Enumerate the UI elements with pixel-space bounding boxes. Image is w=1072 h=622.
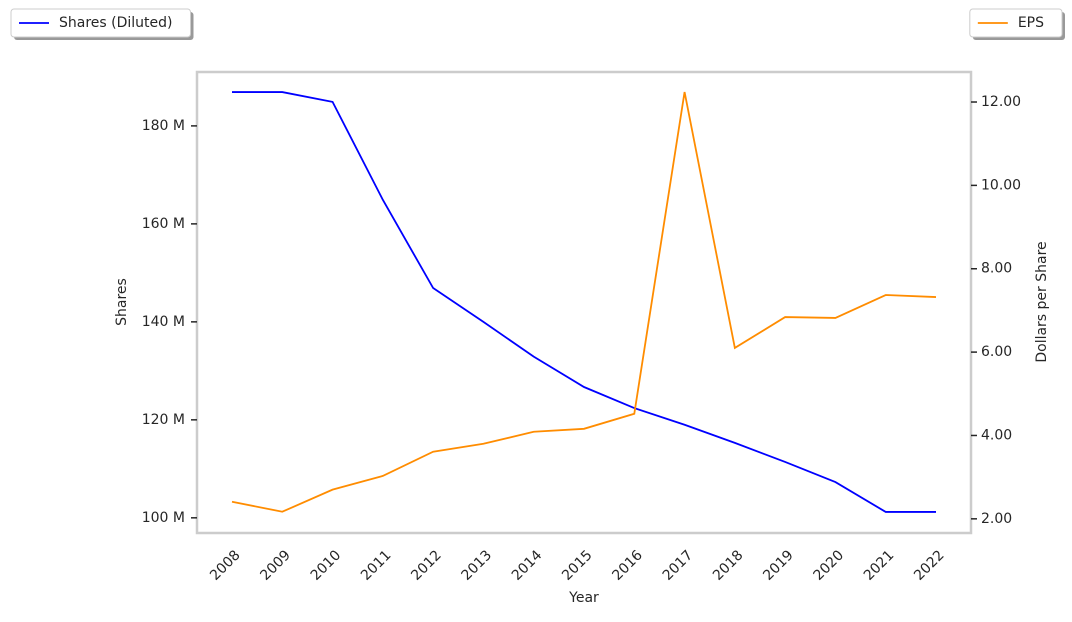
y-tick-label: 180 M <box>142 118 185 134</box>
legend: EPS <box>969 8 1065 40</box>
y-axis-label: Shares <box>114 278 130 326</box>
y2-tick-label: 2.00 <box>981 511 1012 527</box>
x-tick-label: 2019 <box>760 547 797 584</box>
y-tick-label: 120 M <box>142 412 185 428</box>
x-tick-label: 2021 <box>861 547 898 584</box>
y2-axis-label: Dollars per Share <box>1034 241 1050 362</box>
line-series <box>232 91 936 513</box>
x-tick-label: 2009 <box>257 547 294 584</box>
x-tick-label: 2010 <box>308 547 345 584</box>
plot-frame <box>195 70 973 535</box>
x-tick-label: 2011 <box>358 547 395 584</box>
line-series <box>231 91 937 513</box>
x-tick-label: 2015 <box>559 547 596 584</box>
x-tick-label: 2022 <box>911 547 948 584</box>
x-tick-label: 2020 <box>811 547 848 584</box>
y2-tick-label: 4.00 <box>981 427 1012 443</box>
x-tick-label: 2008 <box>207 547 244 584</box>
legend-label: Shares (Diluted) <box>59 15 173 31</box>
x-tick-label: 2017 <box>660 547 697 584</box>
x-axis-label: Year <box>568 590 599 606</box>
y2-tick-label: 8.00 <box>981 261 1012 277</box>
y-tick-label: 160 M <box>142 216 185 232</box>
legend: Shares (Diluted) <box>10 8 194 40</box>
y-tick-label: 140 M <box>142 314 185 330</box>
y2-tick-label: 10.00 <box>981 177 1021 193</box>
x-tick-label: 2016 <box>609 547 646 584</box>
y2-tick-label: 6.00 <box>981 344 1012 360</box>
x-tick-label: 2012 <box>408 547 445 584</box>
x-tick-label: 2014 <box>509 547 546 584</box>
legend-label: EPS <box>1018 15 1044 31</box>
x-tick-label: 2018 <box>710 547 747 584</box>
x-tick-label: 2013 <box>459 547 496 584</box>
y-tick-label: 100 M <box>142 510 185 526</box>
legend-box <box>969 8 1063 38</box>
legend-box <box>10 8 191 38</box>
y2-tick-label: 12.00 <box>981 94 1021 110</box>
